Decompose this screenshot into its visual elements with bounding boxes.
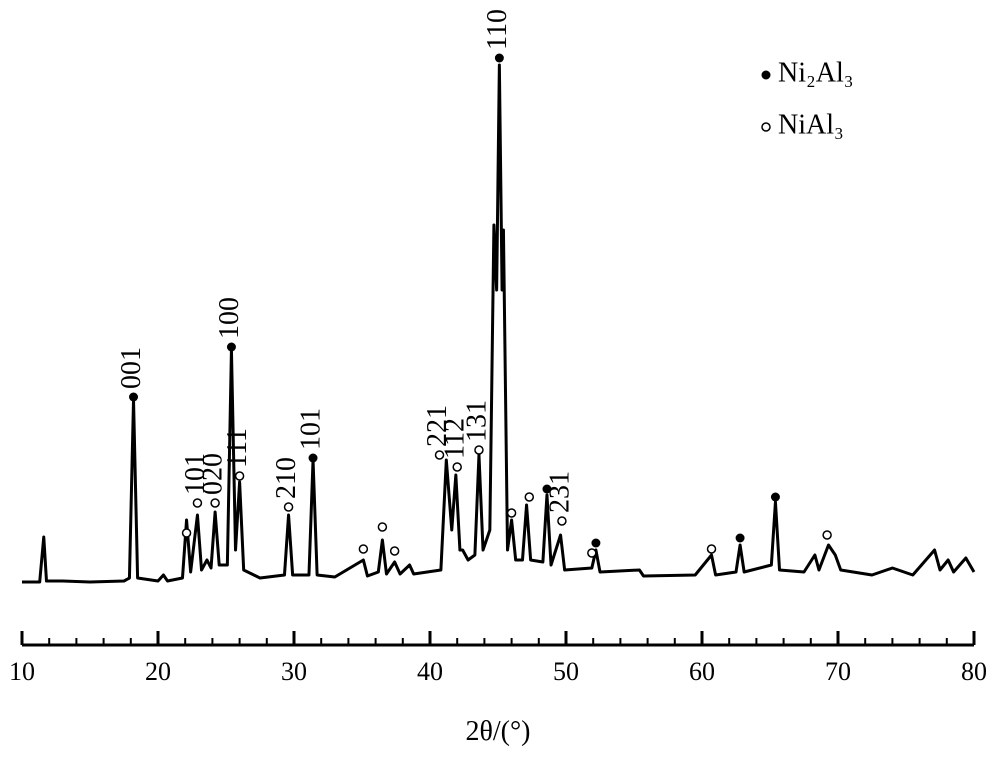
phase-marker — [524, 492, 535, 502]
hkl-label: 110 — [482, 9, 513, 50]
x-axis-label: 2θ/(°) — [465, 716, 530, 747]
phase-marker — [129, 392, 139, 402]
phase-marker — [506, 508, 517, 518]
phase-marker — [358, 544, 369, 554]
legend-marker — [761, 122, 771, 132]
x-tick-label: 60 — [689, 657, 715, 686]
hkl-label: 131 — [461, 400, 492, 442]
x-tick-label: 10 — [9, 657, 35, 686]
phase-marker — [434, 450, 445, 460]
phase-marker — [494, 53, 504, 63]
hkl-label: 101 — [180, 453, 211, 495]
x-tick-label: 30 — [281, 657, 307, 686]
x-tick-label: 40 — [417, 657, 443, 686]
legend-marker — [761, 70, 771, 80]
x-tick-label: 70 — [825, 657, 851, 686]
legend-label: Ni₂Al₃ — [778, 57, 854, 88]
phase-marker — [389, 546, 400, 556]
hkl-label: 100 — [214, 297, 245, 339]
phase-marker — [377, 522, 388, 532]
phase-marker — [283, 502, 294, 512]
phase-marker — [557, 516, 567, 526]
hkl-label: 112 — [440, 418, 471, 459]
x-tick-label: 20 — [145, 657, 171, 686]
x-tick-label: 50 — [553, 657, 579, 686]
hkl-label: 001 — [116, 347, 147, 389]
hkl-label: 210 — [271, 457, 302, 499]
phase-marker — [770, 492, 780, 502]
xrd-curve — [22, 63, 976, 584]
phase-marker — [308, 453, 318, 463]
phase-marker — [234, 471, 245, 481]
hkl-label: 111 — [222, 428, 253, 468]
phase-marker — [587, 548, 597, 558]
phase-marker — [452, 462, 462, 472]
hkl-label: 101 — [295, 408, 326, 450]
phase-marker — [210, 498, 220, 508]
phase-marker — [226, 342, 236, 352]
phase-marker — [735, 533, 745, 543]
hkl-label: 231 — [544, 471, 575, 513]
phase-marker — [474, 445, 484, 455]
phase-marker — [591, 538, 601, 548]
phase-marker — [706, 544, 717, 554]
phase-marker — [192, 498, 203, 508]
phase-marker — [542, 484, 552, 494]
phase-marker — [822, 530, 832, 540]
hkl-label: 020 — [198, 453, 229, 495]
hkl-label: 221 — [422, 405, 453, 447]
legend-label: NiAl₃ — [778, 109, 844, 140]
x-tick-label: 80 — [961, 657, 987, 686]
phase-marker — [181, 528, 192, 538]
